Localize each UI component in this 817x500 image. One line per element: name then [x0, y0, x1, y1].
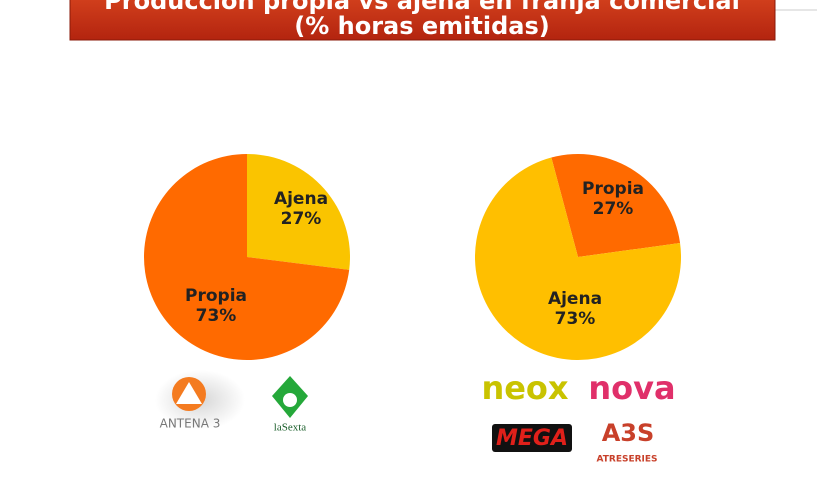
logo-text: ANTENA 3: [160, 417, 221, 431]
logo-text: nova: [588, 369, 675, 407]
logo-icon: [283, 393, 297, 407]
pie-slice: [551, 154, 681, 257]
slice-value: 73%: [555, 309, 596, 329]
slice-value: 73%: [196, 306, 237, 326]
logo-text: A3S: [602, 419, 655, 447]
logo-text: MEGA: [496, 426, 568, 451]
title-line: Producción propia vs ajena en franja com…: [104, 0, 740, 15]
logo-text: laSexta: [274, 422, 306, 434]
logo-text: neox: [481, 369, 568, 407]
slice-label: Propia: [185, 286, 247, 306]
pie-slice: [474, 157, 681, 360]
slice-value: 27%: [281, 209, 322, 229]
logo-icon: [176, 382, 202, 404]
title-line: (% horas emitidas): [294, 12, 549, 40]
title-bar: [69, 0, 776, 41]
logo-box: [492, 424, 572, 452]
slice-label: Ajena: [548, 289, 602, 309]
pie-slice: [144, 154, 350, 360]
pie-slice: [247, 154, 350, 270]
slice-value: 27%: [593, 199, 634, 219]
slice-label: Propia: [582, 179, 644, 199]
logo-text: ATRESERIES: [596, 455, 657, 465]
slice-label: Ajena: [274, 189, 328, 209]
